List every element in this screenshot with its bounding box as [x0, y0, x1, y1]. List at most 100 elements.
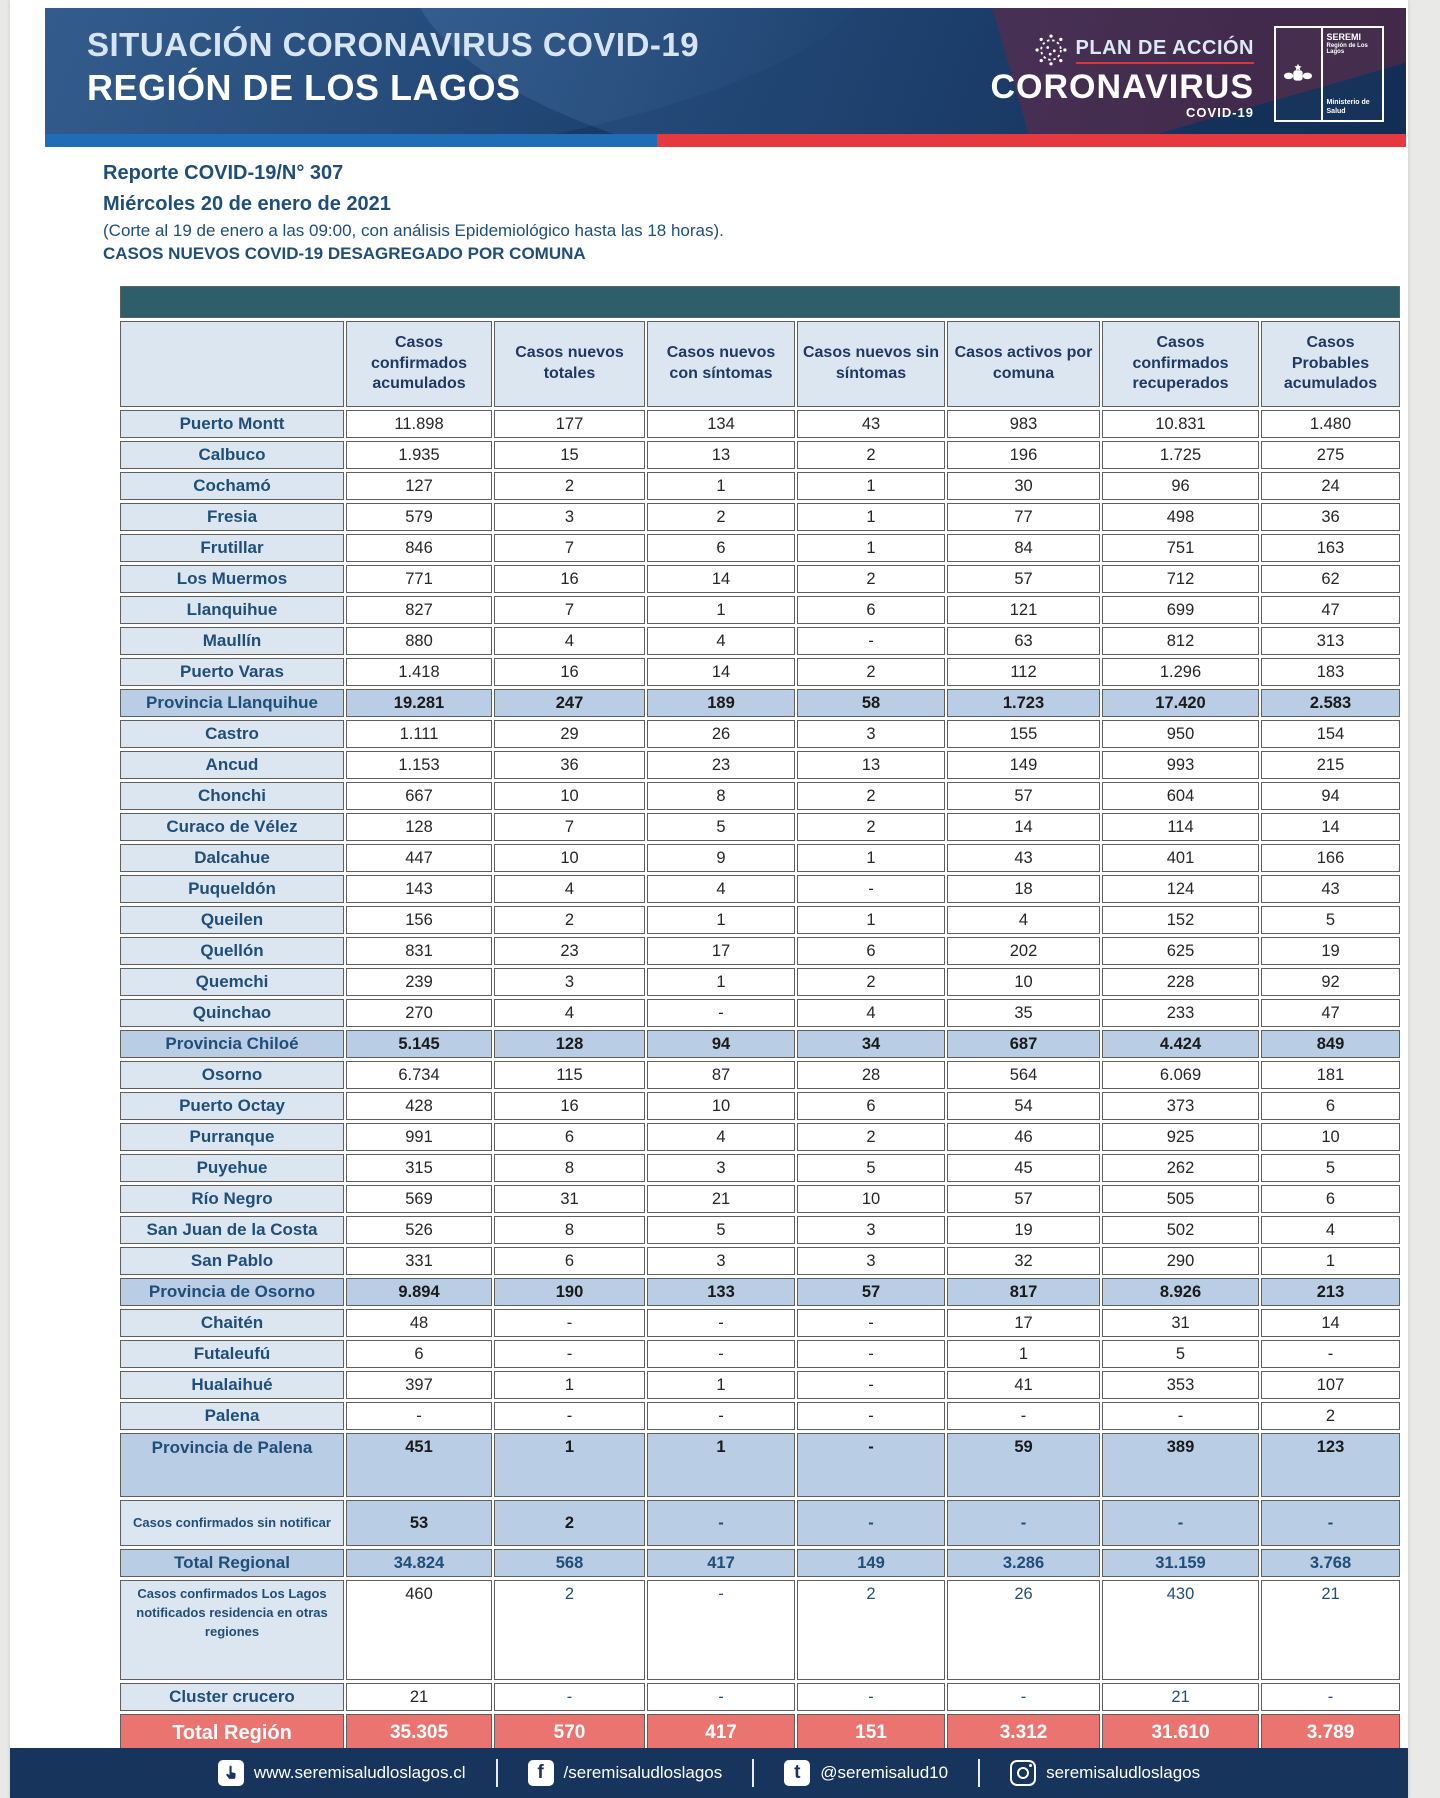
row-value: 447	[346, 844, 492, 872]
row-label: Provincia de Palena	[120, 1433, 344, 1497]
row-value: 8.926	[1102, 1278, 1259, 1306]
row-value: 112	[947, 658, 1100, 686]
instagram-icon	[1010, 1760, 1037, 1786]
row-value: 16	[494, 658, 645, 686]
row-value: 10	[647, 1092, 795, 1120]
covid19-sublabel: COVID-19	[1186, 105, 1254, 121]
row-value: 4	[1261, 1216, 1400, 1244]
row-label: Provincia de Osorno	[120, 1278, 344, 1306]
row-value: 94	[1261, 782, 1400, 810]
row-label: Puyehue	[120, 1154, 344, 1182]
row-value: -	[647, 1683, 795, 1711]
report-date: Miércoles 20 de enero de 2021	[103, 193, 391, 215]
row-value: 4	[947, 906, 1100, 934]
row-value: 183	[1261, 658, 1400, 686]
plan-de-accion-logo: PLAN DE ACCIÓN CORONAVIRUS COVID-19	[991, 32, 1254, 121]
row-value: 114	[1102, 813, 1259, 841]
cursor-hand-icon	[217, 1760, 244, 1786]
row-value: 3	[494, 503, 645, 531]
row-value: 77	[947, 503, 1100, 531]
divider-stripe	[45, 134, 1406, 147]
row-value: 846	[346, 534, 492, 562]
row-value: 10	[797, 1185, 945, 1213]
row-value: 2	[797, 658, 945, 686]
row-value: 502	[1102, 1216, 1259, 1244]
footer-link-twitter[interactable]: t @seremisalud10	[784, 1760, 948, 1786]
row-value: -	[494, 1340, 645, 1368]
row-value: 1	[647, 906, 795, 934]
footer-instagram-text: seremisaludloslagos	[1046, 1763, 1201, 1782]
row-value: 262	[1102, 1154, 1259, 1182]
footer-link-website[interactable]: www.seremisaludloslagos.cl	[217, 1760, 466, 1786]
row-value: 2	[797, 441, 945, 469]
row-label: Cluster crucero	[120, 1683, 344, 1711]
row-value: 6	[1261, 1092, 1400, 1120]
row-value: 6	[647, 534, 795, 562]
column-header: Casos Probables acumulados	[1261, 321, 1400, 407]
row-value: 13	[797, 751, 945, 779]
row-value: 315	[346, 1154, 492, 1182]
row-label: Cochamó	[120, 472, 344, 500]
row-value: -	[797, 1683, 945, 1711]
row-value: 47	[1261, 999, 1400, 1027]
row-value: 202	[947, 937, 1100, 965]
row-value: -	[647, 1340, 795, 1368]
row-value: -	[494, 1683, 645, 1711]
row-label: Dalcahue	[120, 844, 344, 872]
table-row: Purranque 991 6 4 2 46 925 10	[120, 1123, 1400, 1151]
table-row: Los Muermos 771 16 14 2 57 712 62	[120, 565, 1400, 593]
row-label: San Juan de la Costa	[120, 1216, 344, 1244]
table-row: Total Regional 34.824 568 417 149 3.286 31.159…	[120, 1549, 1400, 1577]
row-value: 460	[346, 1580, 492, 1680]
row-value: 128	[494, 1030, 645, 1058]
covid-table: Casos confirmados acumulados Casos nuevos…	[118, 283, 1402, 1755]
table-row: Puyehue 315 8 3 5 45 262 5	[120, 1154, 1400, 1182]
row-value: 16	[494, 565, 645, 593]
row-value: 1.935	[346, 441, 492, 469]
row-value: -	[647, 999, 795, 1027]
table-row: Provincia de Osorno 9.894 190 133 57 817 8.926…	[120, 1278, 1400, 1306]
row-label: Queilen	[120, 906, 344, 934]
row-label: Futaleufú	[120, 1340, 344, 1368]
row-value: 1.153	[346, 751, 492, 779]
row-value: 24	[1261, 472, 1400, 500]
footer-link-instagram[interactable]: seremisaludloslagos	[1010, 1760, 1200, 1786]
row-value: -	[797, 1371, 945, 1399]
row-value: -	[797, 1500, 945, 1546]
row-value: 417	[647, 1549, 795, 1577]
row-value: 87	[647, 1061, 795, 1089]
row-value: 28	[797, 1061, 945, 1089]
row-value: 290	[1102, 1247, 1259, 1275]
row-value: 10	[947, 968, 1100, 996]
row-value: 8	[647, 782, 795, 810]
row-value: 31	[1102, 1309, 1259, 1337]
row-value: 177	[494, 410, 645, 438]
row-value: 570	[494, 1714, 645, 1752]
row-value: 1.480	[1261, 410, 1400, 438]
row-label: Purranque	[120, 1123, 344, 1151]
virus-icon	[1034, 34, 1067, 66]
row-label: Castro	[120, 720, 344, 748]
row-value: 10	[494, 782, 645, 810]
row-label: Maullín	[120, 627, 344, 655]
table-row: Cochamó 127 2 1 1 30 96 24	[120, 472, 1400, 500]
row-value: 1	[797, 906, 945, 934]
row-value: 26	[947, 1580, 1100, 1680]
row-value: 397	[346, 1371, 492, 1399]
row-value: -	[494, 1402, 645, 1430]
row-value: -	[797, 1340, 945, 1368]
footer-link-facebook[interactable]: f /seremisaludloslagos	[527, 1760, 722, 1786]
row-value: 498	[1102, 503, 1259, 531]
row-value: -	[647, 1500, 795, 1546]
row-value: 84	[947, 534, 1100, 562]
row-value: 3.286	[947, 1549, 1100, 1577]
row-value: 215	[1261, 751, 1400, 779]
row-value: 2	[797, 782, 945, 810]
footer-separator	[978, 1759, 981, 1787]
row-value: 21	[647, 1185, 795, 1213]
row-value: 2	[494, 1500, 645, 1546]
row-label: Calbuco	[120, 441, 344, 469]
row-value: 21	[1261, 1580, 1400, 1680]
row-value: 568	[494, 1549, 645, 1577]
row-value: 34.824	[346, 1549, 492, 1577]
